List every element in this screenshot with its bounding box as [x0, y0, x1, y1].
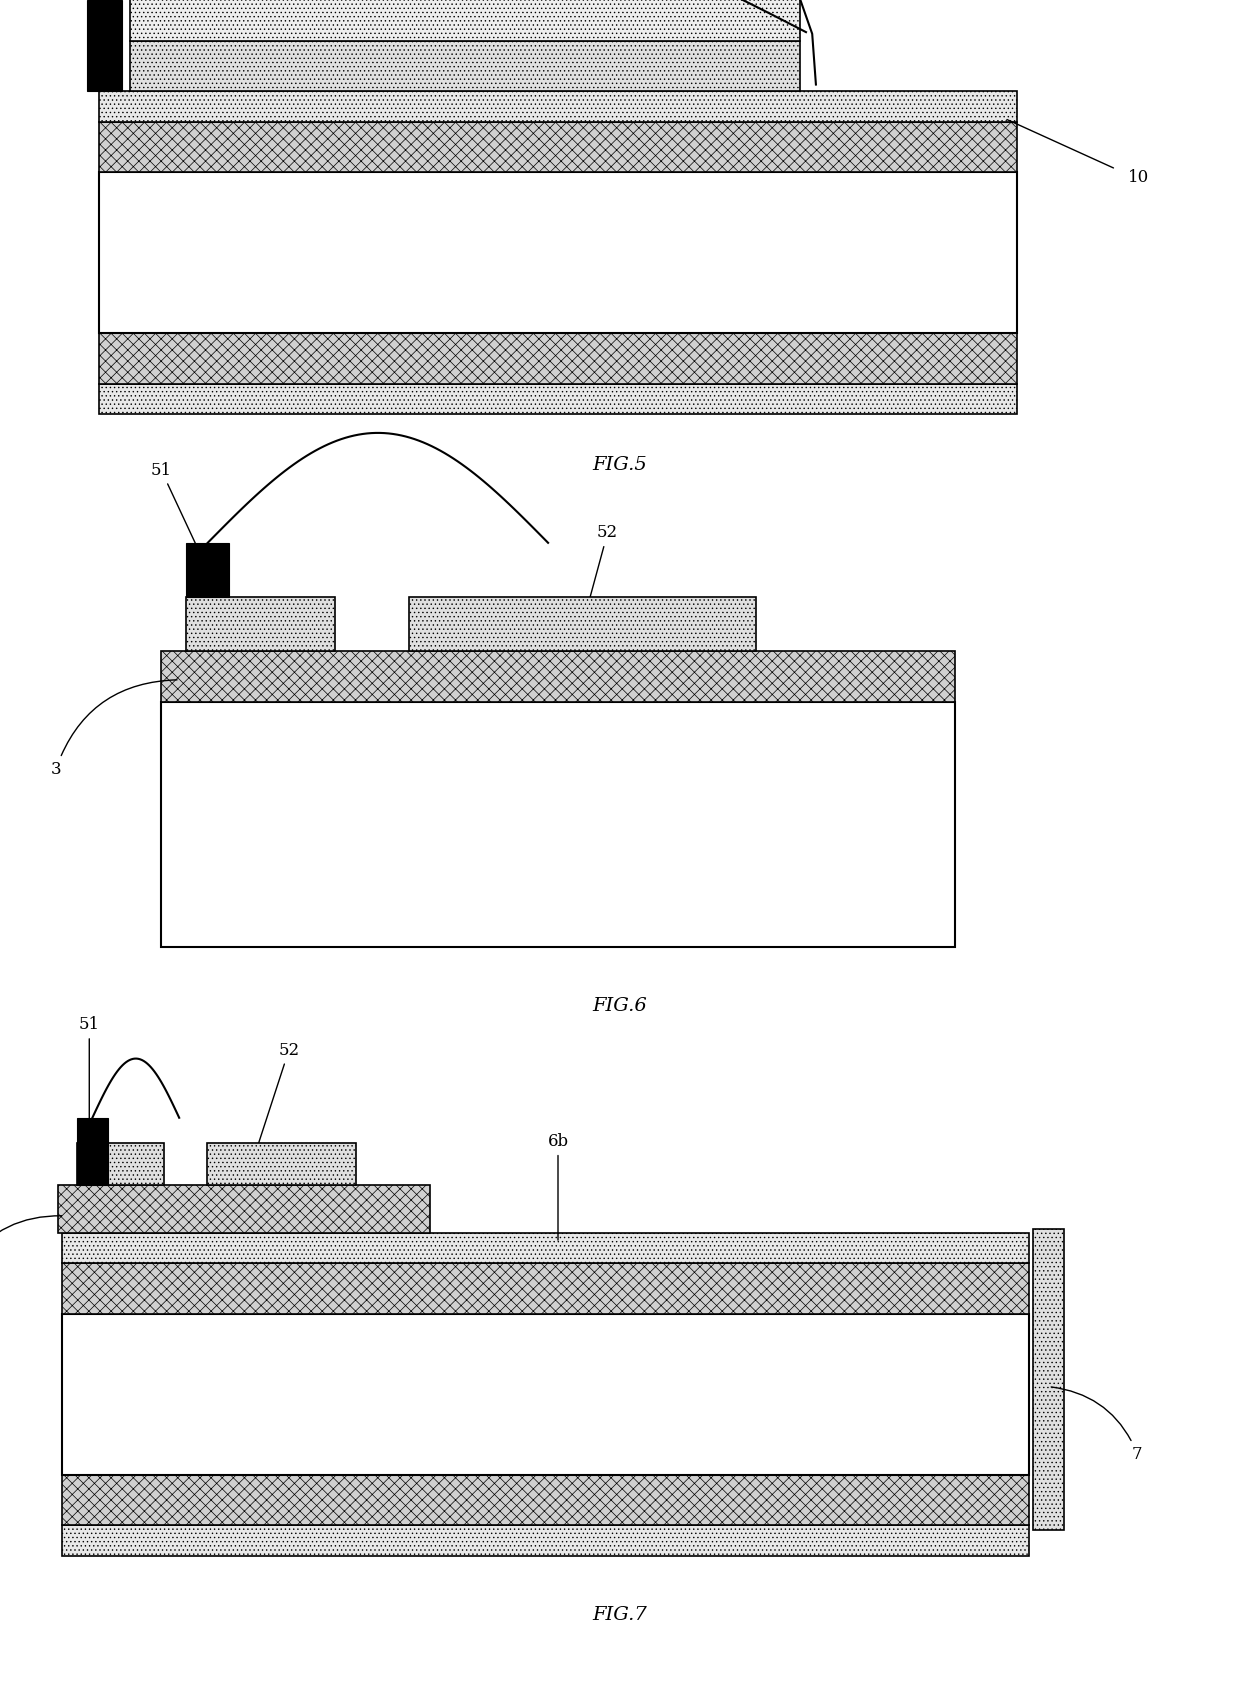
- Bar: [58, 1185, 430, 1233]
- Bar: [207, 1143, 356, 1185]
- Bar: [99, 333, 1017, 384]
- Text: 10: 10: [1128, 169, 1149, 186]
- Text: 7: 7: [1052, 1387, 1143, 1463]
- Bar: [62, 1525, 1029, 1556]
- Text: 3: 3: [51, 680, 177, 778]
- Bar: [1033, 1229, 1064, 1530]
- Bar: [62, 1314, 1029, 1475]
- Bar: [99, 91, 1017, 122]
- Text: 3: 3: [0, 1216, 62, 1283]
- Text: 6b: 6b: [547, 1133, 569, 1240]
- Text: 51: 51: [150, 462, 203, 561]
- Text: 51: 51: [78, 1016, 100, 1135]
- Text: FIG.5: FIG.5: [593, 457, 647, 473]
- Bar: [130, 0, 800, 41]
- Bar: [62, 1475, 1029, 1525]
- Bar: [130, 41, 800, 91]
- Bar: [186, 597, 335, 651]
- Text: 52: 52: [584, 524, 619, 621]
- Bar: [77, 1118, 108, 1185]
- Text: FIG.7: FIG.7: [593, 1606, 647, 1623]
- Bar: [161, 651, 955, 702]
- Bar: [99, 172, 1017, 333]
- Bar: [62, 1233, 1029, 1263]
- Bar: [62, 1263, 1029, 1314]
- Bar: [186, 543, 229, 597]
- Bar: [161, 702, 955, 947]
- Bar: [87, 0, 122, 91]
- Bar: [77, 1143, 164, 1185]
- Text: 52: 52: [253, 1042, 300, 1162]
- Bar: [409, 597, 756, 651]
- Bar: [99, 384, 1017, 414]
- Text: FIG.6: FIG.6: [593, 998, 647, 1015]
- Bar: [99, 122, 1017, 172]
